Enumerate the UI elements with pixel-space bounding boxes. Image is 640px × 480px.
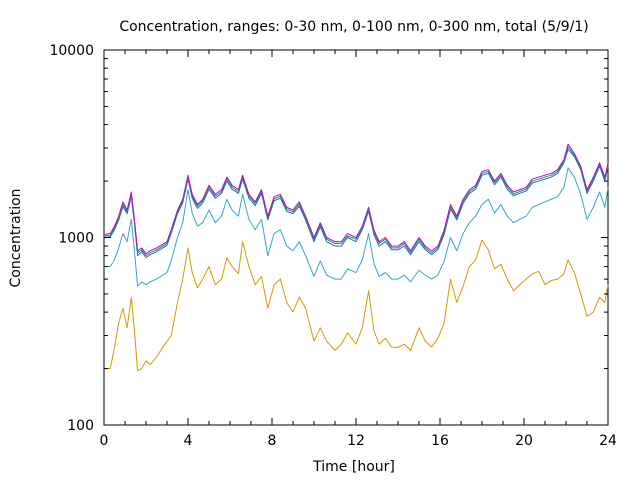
x-tick-label: 12 <box>347 433 365 449</box>
x-tick-label: 0 <box>100 433 109 449</box>
series-line-1 <box>103 143 609 255</box>
x-tick-label: 20 <box>515 433 533 449</box>
x-axis: 0 4 8 12 16 20 24 <box>100 50 617 449</box>
plot-area <box>103 49 609 426</box>
x-tick-label: 24 <box>599 433 617 449</box>
series-layer <box>103 143 609 372</box>
y-tick-label: 10000 <box>49 43 94 59</box>
x-tick-label: 4 <box>184 433 193 449</box>
series-line-3 <box>103 148 609 259</box>
series-line-2 <box>103 146 609 257</box>
y-tick-label: 100 <box>67 418 94 434</box>
y-tick-label: 1000 <box>58 231 94 247</box>
chart-title: Concentration, ranges: 0-30 nm, 0-100 nm… <box>119 19 588 35</box>
x-tick-label: 8 <box>268 433 277 449</box>
y-axis: 100 1000 10000 <box>49 43 608 434</box>
x-tick-label: 16 <box>431 433 449 449</box>
y-axis-label: Concentration <box>8 188 24 287</box>
series-line-5 <box>104 239 609 372</box>
x-axis-label: Time [hour] <box>312 459 395 475</box>
series-line-4 <box>104 167 609 287</box>
